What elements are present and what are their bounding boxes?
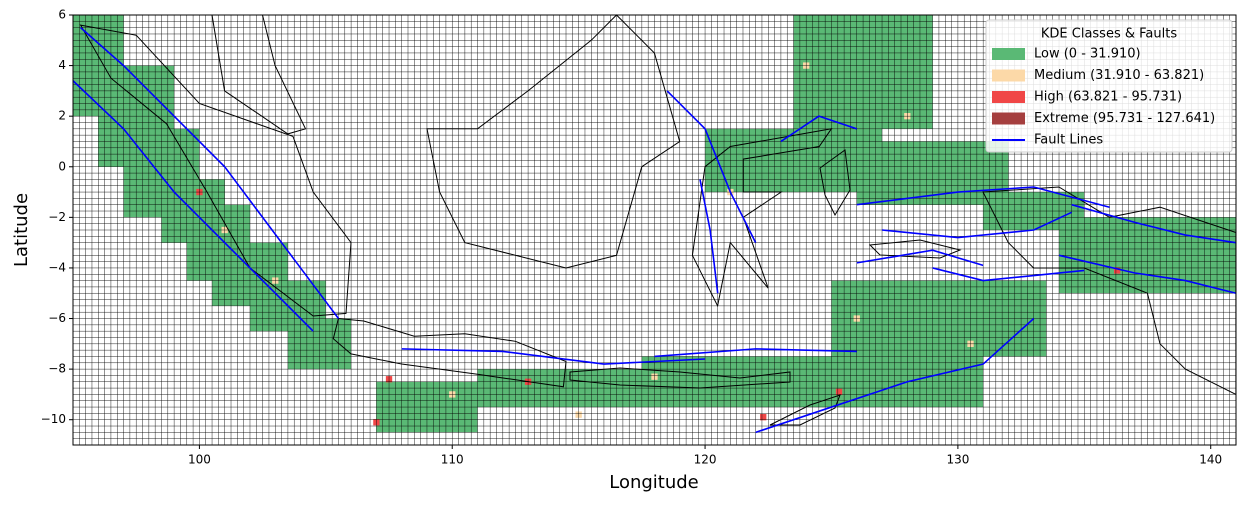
- coastline: [332, 317, 567, 388]
- legend-swatch: [992, 69, 1025, 82]
- legend-title: KDE Classes & Faults: [1041, 27, 1177, 42]
- coastline: [211, 14, 307, 135]
- x-axis-label: Longitude: [609, 472, 699, 493]
- fault-line: [654, 348, 857, 358]
- x-tick-label: 120: [694, 453, 717, 467]
- fault-line: [1058, 254, 1237, 295]
- y-tick-label: −4: [48, 260, 66, 274]
- coastline: [868, 239, 962, 259]
- coastline: [769, 394, 841, 426]
- x-tick-label: 110: [441, 453, 464, 467]
- y-tick-label: 6: [58, 8, 66, 22]
- y-tick-label: −8: [48, 362, 66, 376]
- fault-line: [856, 249, 984, 267]
- y-tick-label: −2: [48, 210, 66, 224]
- legend-label: High (63.821 - 95.731): [1034, 90, 1182, 105]
- y-axis-label: Latitude: [11, 193, 32, 267]
- y-tick-label: −6: [48, 311, 66, 325]
- x-tick-label: 140: [1199, 453, 1222, 467]
- fault-line: [932, 267, 1085, 282]
- plot-area: [72, 14, 1237, 446]
- legend-label: Fault Lines: [1034, 133, 1103, 148]
- y-tick-label: 0: [58, 159, 66, 173]
- x-tick-label: 100: [188, 453, 211, 467]
- kde-cell: [835, 388, 843, 396]
- kde-cell: [1114, 267, 1121, 274]
- y-tick-label: 4: [58, 58, 66, 72]
- fault-line: [856, 186, 1110, 209]
- coastlines: [79, 14, 1237, 426]
- coastline: [691, 128, 833, 308]
- y-tick-label: 2: [58, 109, 66, 123]
- fault-line: [881, 211, 1072, 239]
- fault-line: [72, 80, 314, 332]
- fault-line: [1071, 203, 1237, 244]
- fault-line: [755, 317, 1035, 434]
- legend-label: Low (0 - 31.910): [1034, 47, 1141, 62]
- x-tick-label: 130: [946, 453, 969, 467]
- kde-cell: [760, 414, 767, 421]
- coastline: [819, 149, 851, 217]
- coastline: [982, 186, 1237, 396]
- coastline: [569, 367, 791, 389]
- legend-swatch: [992, 91, 1025, 103]
- y-tick-label: −10: [41, 412, 66, 426]
- fault-line: [666, 90, 757, 244]
- fault-line: [80, 27, 340, 320]
- plot-frame: [72, 14, 1237, 446]
- legend-box: [985, 19, 1233, 153]
- legend-label: Extreme (95.731 - 127.641): [1034, 111, 1215, 126]
- fault-line: [699, 179, 719, 294]
- legend-label: Medium (31.910 - 63.821): [1034, 68, 1204, 83]
- fault-line: [401, 348, 706, 365]
- coastline: [79, 24, 352, 317]
- coastline: [426, 14, 681, 269]
- legend-swatch: [992, 112, 1025, 125]
- legend-swatch: [992, 48, 1025, 60]
- fault-line: [780, 115, 858, 143]
